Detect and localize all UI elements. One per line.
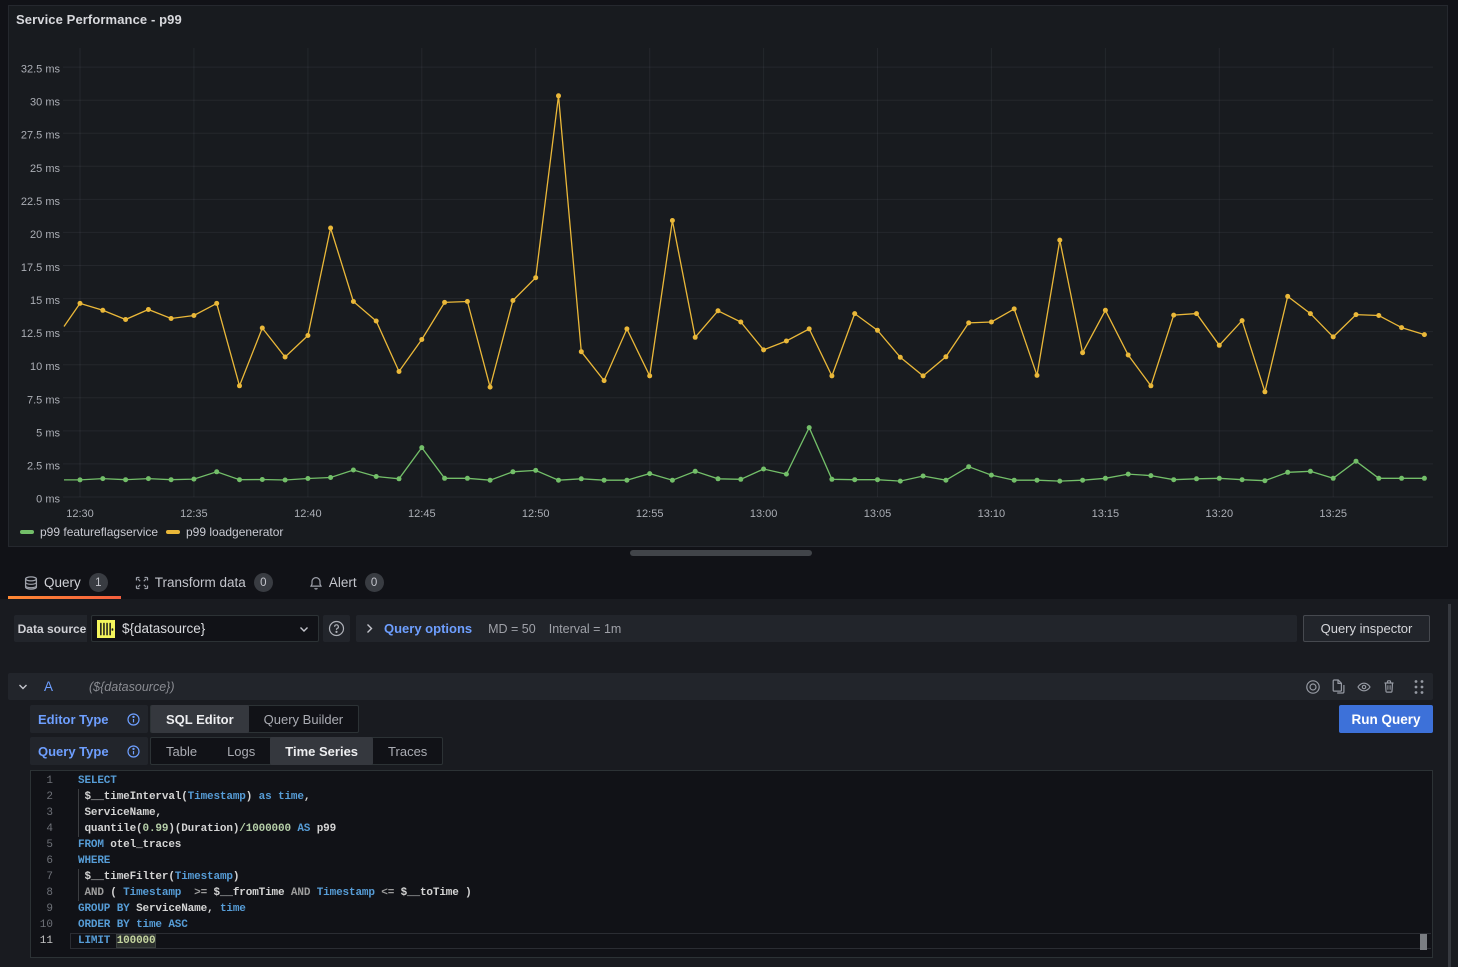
svg-text:12:45: 12:45 [408,508,436,520]
svg-text:17.5 ms: 17.5 ms [21,262,61,274]
svg-text:15 ms: 15 ms [30,295,60,307]
svg-text:12:40: 12:40 [294,508,322,520]
svg-text:2.5 ms: 2.5 ms [27,460,61,472]
svg-text:25 ms: 25 ms [30,163,60,175]
svg-text:7.5 ms: 7.5 ms [27,394,61,406]
svg-text:12:50: 12:50 [522,508,550,520]
svg-text:0 ms: 0 ms [36,494,60,506]
svg-text:13:15: 13:15 [1092,508,1120,520]
svg-text:12:55: 12:55 [636,508,664,520]
svg-text:30 ms: 30 ms [30,97,60,109]
svg-text:20 ms: 20 ms [30,229,60,241]
svg-text:12.5 ms: 12.5 ms [21,328,61,340]
svg-text:13:05: 13:05 [864,508,892,520]
svg-text:13:00: 13:00 [750,508,778,520]
svg-text:12:35: 12:35 [180,508,208,520]
svg-text:13:25: 13:25 [1319,508,1347,520]
svg-text:32.5 ms: 32.5 ms [21,64,61,76]
svg-text:27.5 ms: 27.5 ms [21,130,61,142]
svg-text:12:30: 12:30 [66,508,94,520]
svg-text:13:10: 13:10 [978,508,1006,520]
svg-text:5 ms: 5 ms [36,427,60,439]
svg-text:10 ms: 10 ms [30,361,60,373]
svg-text:13:20: 13:20 [1206,508,1234,520]
svg-text:22.5 ms: 22.5 ms [21,196,61,208]
